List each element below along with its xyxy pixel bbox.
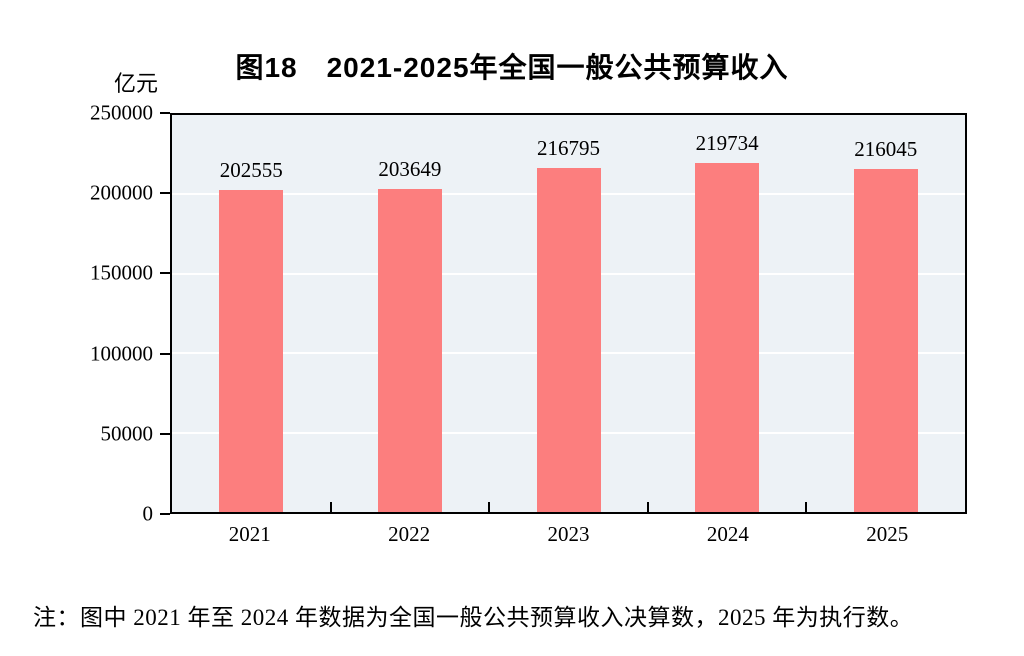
x-tick-label: 2021 bbox=[228, 522, 271, 546]
bars-layer: 202555 203649 216795 219734 216045 bbox=[172, 115, 965, 512]
y-axis-unit-label: 亿元 bbox=[113, 71, 158, 96]
plot-area: 202555 203649 216795 219734 216045 bbox=[170, 113, 967, 514]
x-tick-mark bbox=[646, 502, 649, 512]
y-tick-label: 200000 bbox=[90, 180, 153, 205]
bar-2021 bbox=[219, 190, 284, 512]
bar-value-label: 216045 bbox=[854, 136, 918, 161]
bar-2022 bbox=[377, 188, 442, 512]
bar-value-label: 219734 bbox=[695, 131, 759, 156]
y-tick-mark bbox=[160, 513, 170, 515]
y-axis-ticks bbox=[160, 112, 170, 515]
y-tick-mark bbox=[160, 432, 170, 435]
y-tick-label: 100000 bbox=[90, 341, 153, 366]
y-tick-label: 0 bbox=[142, 501, 154, 526]
x-tick-label: 2025 bbox=[866, 522, 909, 546]
bar-value-label: 202555 bbox=[219, 158, 283, 183]
x-tick-label: 2023 bbox=[547, 522, 590, 546]
y-tick-label: 50000 bbox=[100, 421, 154, 446]
bar-2025 bbox=[853, 168, 918, 512]
y-tick-label: 150000 bbox=[90, 260, 153, 285]
bar-2023 bbox=[536, 167, 601, 512]
chart-title: 图18 2021-2025年全国一般公共预算收入 bbox=[235, 52, 789, 83]
bar-value-label: 216795 bbox=[537, 135, 600, 160]
footnote: 注：图中 2021 年至 2024 年数据为全国一般公共预算收入决算数，2025… bbox=[33, 605, 914, 630]
y-tick-mark bbox=[160, 272, 170, 275]
y-axis-labels: 0 50000 100000 150000 200000 250000 bbox=[0, 101, 154, 526]
y-tick-label: 250000 bbox=[90, 100, 153, 125]
x-axis-labels: 2021 2022 2023 2024 2025 bbox=[170, 522, 967, 552]
x-tick-label: 2024 bbox=[706, 522, 749, 546]
x-tick-label: 2022 bbox=[388, 522, 431, 546]
bar-value-label: 203649 bbox=[378, 156, 442, 181]
x-tick-mark bbox=[488, 502, 491, 512]
x-tick-mark bbox=[329, 502, 332, 512]
y-tick-mark bbox=[160, 352, 170, 355]
y-tick-mark bbox=[160, 112, 170, 114]
y-tick-mark bbox=[160, 192, 170, 195]
bar-2024 bbox=[695, 163, 760, 512]
x-tick-mark bbox=[805, 502, 808, 512]
